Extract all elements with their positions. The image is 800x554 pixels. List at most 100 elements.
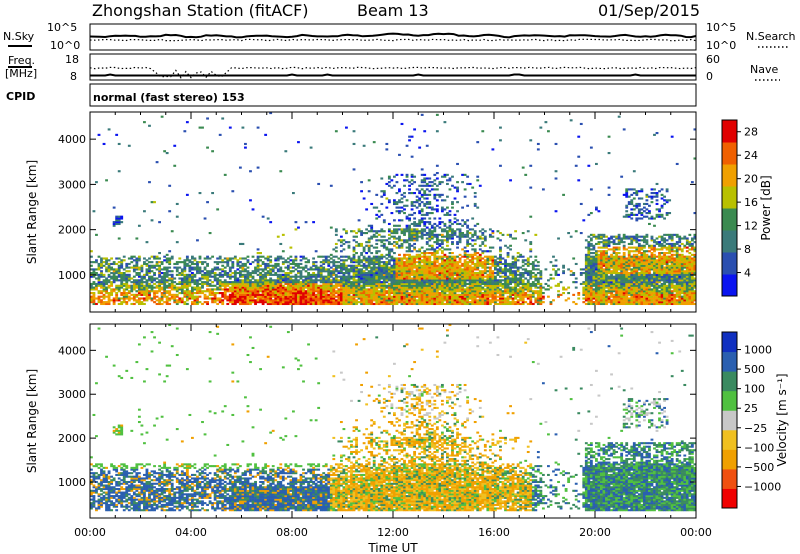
power-cell [514,273,518,276]
power-cell [150,201,154,204]
power-cell [302,297,305,300]
power-cell [254,292,257,295]
power-cell [228,259,232,262]
power-cell [587,252,591,255]
power-cell [100,257,103,260]
power-cell [393,228,396,231]
power-cell [491,293,495,296]
power-cell [102,142,106,146]
power-cell [592,261,596,264]
power-cell [360,264,363,267]
power-cell [478,259,482,262]
power-cell [428,235,432,238]
power-cell [122,292,126,295]
power-cell [446,282,449,286]
power-cell [193,262,197,266]
power-cell [398,206,401,209]
power-cell [440,264,444,267]
power-cell [428,275,432,278]
power-cell [584,279,588,282]
power-cell [481,233,485,236]
power-cell [440,293,444,296]
power-cell [425,295,429,298]
power-cell [423,295,427,298]
power-cell [304,302,308,306]
power-cell [385,253,389,256]
power-cell [289,288,293,291]
power-cell [473,232,477,235]
power-cell [448,266,452,269]
power-cell [549,261,553,264]
power-cell [153,279,156,282]
power-cell [423,179,427,182]
power-cell [395,173,399,176]
power-cell [589,297,593,300]
power-cell [466,275,470,278]
power-cell [352,235,356,238]
power-cell [269,284,273,287]
power-cell [443,268,447,271]
power-cell [597,268,601,271]
power-cell [433,272,437,275]
power-cell [360,281,363,284]
power-cell [529,272,533,275]
power-cell [382,270,386,273]
power-cell [140,281,144,284]
power-cell [238,273,242,276]
power-cell [294,299,298,302]
power-cell [165,292,169,295]
power-cell [271,299,275,302]
power-cell [468,242,472,246]
power-cell [137,286,141,289]
power-cell [100,275,103,278]
power-cell [481,302,485,306]
power-cell [595,292,598,295]
power-cell [405,275,409,278]
power-cell [410,281,414,284]
power-cell [519,302,523,306]
power-cell [456,246,459,249]
power-cell [519,255,523,258]
power-cell [481,237,485,240]
power-cell [261,268,265,271]
power-cell [213,261,217,264]
power-cell [143,210,146,213]
power-cell [448,282,452,286]
power-cell [562,286,565,289]
power-cell [428,286,432,289]
power-cell [587,259,591,262]
power-cell [433,281,437,284]
power-cell [329,295,333,298]
power-cell [213,284,217,287]
power-cell [572,273,576,276]
power-cell [491,262,495,266]
power-cell [92,299,96,302]
power-cell [385,292,389,295]
power-cell [592,281,596,284]
power-cell [254,302,257,306]
power-cell [468,261,472,264]
power-cell [322,259,326,262]
power-cell [536,293,540,296]
power-cell [466,295,470,298]
power-cell [499,292,502,295]
power-cell [413,221,417,224]
power-cell [496,230,500,233]
power-cell [420,261,424,264]
power-cell [110,284,114,287]
power-cell [488,235,492,238]
power-cell [478,284,482,287]
power-cell [403,184,406,187]
power-cell [294,268,298,271]
power-cell [120,279,124,282]
power-cell [120,281,124,284]
power-cell [433,255,437,258]
power-cell [188,266,192,269]
power-cell [471,277,475,280]
power-cell [372,270,376,273]
power-cell [443,248,447,251]
power-cell [428,230,432,233]
power-cell [499,282,502,286]
power-cell [476,261,480,264]
power-cell [339,259,343,262]
